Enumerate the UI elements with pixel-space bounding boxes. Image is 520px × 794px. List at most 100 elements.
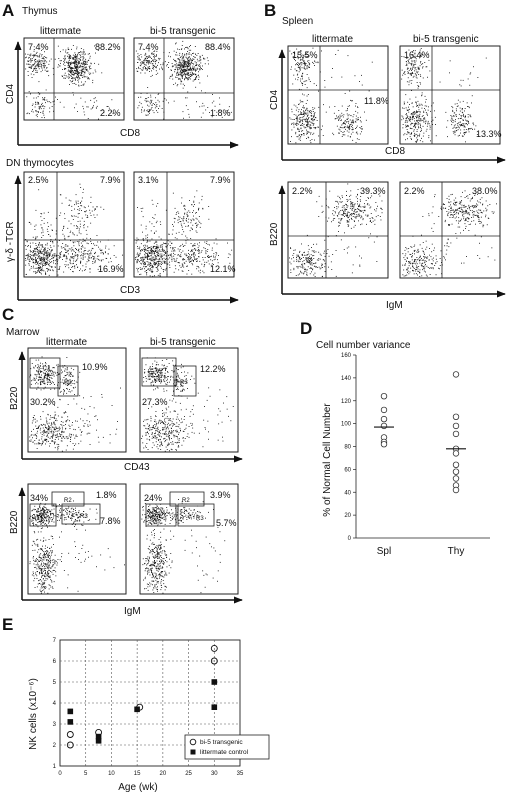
c-top-y-label: B220 [9, 386, 20, 410]
data-point-transgenic [210, 657, 218, 665]
panel-letter-b: B [264, 1, 276, 20]
data-point [452, 422, 460, 430]
data-point-littermate [211, 679, 218, 685]
category-label: Spl [377, 546, 391, 557]
flow-plot-b-top-littermate: 15.5% 11.8% [287, 45, 389, 145]
gate-r2-label: R2 [64, 498, 72, 504]
top-pct: 1.8% [96, 490, 117, 500]
y-tick-label: 80 [344, 445, 351, 451]
low-pct: 30.2% [30, 397, 56, 407]
b-top-y-label: CD4 [269, 90, 280, 110]
panel-b-col-label-1: littermate [312, 34, 354, 45]
dot-cloud [135, 40, 232, 120]
pct-lower-right: 13.3% [476, 129, 502, 139]
left-pct: 24% [144, 493, 162, 503]
dot-cloud [25, 183, 123, 276]
flow-plot-a-bottom-transgenic: 3.1% 7.9% 12.1% [133, 171, 236, 278]
a-top-y-label: CD4 [5, 84, 16, 104]
y-tick-label: 40 [344, 490, 351, 496]
x-tick-label: 25 [185, 771, 192, 777]
data-point [380, 422, 388, 430]
data-point-littermate [67, 719, 74, 725]
panel-c-title: Marrow [6, 327, 40, 338]
pct-upper-right: 88.4% [205, 42, 231, 52]
panel-a-col-label-1: littermate [40, 26, 82, 37]
flow-plot-c-top-littermate: R3 10.9% 30.2% [27, 347, 127, 453]
gate-pct: 12.2% [200, 364, 226, 374]
panel-d: D Cell number variance 0 20 40 60 80 100 120 14… [300, 319, 490, 557]
flow-plot-c-bottom-littermate: R2 R3 34% 1.8% 7.8% [27, 483, 127, 595]
pct-lower-right: 16.9% [98, 264, 124, 274]
right-pct: 7.8% [100, 516, 121, 526]
dot-cloud [135, 190, 233, 277]
pct-upper-right: 88.2% [95, 42, 121, 52]
panel-a-title: Thymus [22, 6, 58, 17]
panel-letter-d: D [300, 319, 312, 338]
flow-plot-a-top-littermate: 7.4% 88.2% 2.2% [23, 37, 125, 121]
c-bottom-x-label: IgM [124, 606, 141, 617]
gate-r2 [51, 491, 85, 507]
a-bottom-y-label: γ-δ -TCR [5, 221, 16, 262]
x-tick-label: 35 [237, 771, 244, 777]
data-point [452, 461, 460, 468]
gate-r2-label: R2 [182, 498, 190, 504]
data-point-littermate [211, 704, 218, 710]
y-tick-label: 7 [53, 638, 57, 644]
pct-upper-left: 15.5% [292, 50, 318, 60]
data-point [452, 413, 460, 420]
data-point [452, 468, 460, 475]
dot-cloud [29, 356, 121, 452]
data-point [380, 415, 388, 423]
panel-d-title: Cell number variance [316, 340, 411, 351]
panel-letter-c: C [2, 305, 14, 324]
flow-plot-c-bottom-transgenic: R2 R3 24% 3.9% 5.7% [139, 483, 239, 595]
b-bottom-x-label: IgM [386, 300, 403, 311]
x-tick-label: 20 [160, 771, 167, 777]
c-bottom-y-label: B220 [9, 510, 20, 534]
x-tick-label: 30 [211, 771, 218, 777]
y-tick-label: 1 [53, 764, 57, 770]
top-pct: 3.9% [210, 490, 231, 500]
left-pct: 34% [30, 493, 48, 503]
low-pct: 27.3% [142, 397, 168, 407]
gate-r1 [29, 503, 57, 527]
panel-letter-e: E [2, 615, 13, 634]
pct-upper-left: 2.2% [404, 186, 425, 196]
pct-lower-right: 11.8% [364, 96, 389, 106]
panel-letter-a: A [2, 1, 14, 20]
flow-plot-a-bottom-littermate: 2.5% 7.9% 16.9% [23, 171, 125, 278]
flow-plot-b-bottom-littermate: 2.2% 39.3% [287, 181, 389, 279]
chart-e: 0 5 10 15 20 25 30 35 1 2 3 4 5 6 7 [53, 638, 244, 777]
dot-cloud [141, 499, 226, 594]
x-tick-label: 0 [58, 771, 62, 777]
panel-a-subtitle: DN thymocytes [6, 158, 74, 169]
flow-plot-b-bottom-transgenic: 2.2% 38.0% [399, 181, 501, 279]
d-y-label: % of Normal Cell Number [322, 403, 333, 517]
a-bottom-x-label: CD3 [120, 285, 140, 296]
pct-upper-left: 2.5% [28, 175, 49, 185]
y-tick-label: 140 [341, 376, 352, 382]
legend: bi-5 transgenic littermate control [184, 734, 270, 760]
category-label: Thy [448, 546, 465, 557]
gate-r3-label: R3 [80, 514, 88, 520]
legend-marker-transgenic [189, 738, 197, 746]
panel-a-col-label-2: bi-5 transgenic [150, 26, 216, 37]
pct-upper-right: 39.3% [360, 186, 386, 196]
y-tick-label: 60 [344, 467, 351, 473]
data-point [452, 450, 460, 457]
data-point-littermate [95, 733, 102, 740]
pct-lower-right: 1.8% [210, 108, 231, 118]
data-point [452, 486, 460, 494]
pct-upper-left: 2.2% [292, 186, 313, 196]
data-point-littermate [67, 708, 74, 715]
right-pct: 5.7% [216, 518, 237, 528]
pct-upper-right: 7.9% [100, 175, 121, 185]
gate-r1 [145, 503, 177, 527]
y-tick-label: 3 [53, 722, 57, 728]
a-top-x-label: CD8 [120, 128, 140, 139]
dot-cloud [25, 45, 114, 120]
gate-r2 [29, 357, 61, 389]
data-point [380, 406, 388, 414]
b-bottom-y-label: B220 [269, 222, 280, 246]
